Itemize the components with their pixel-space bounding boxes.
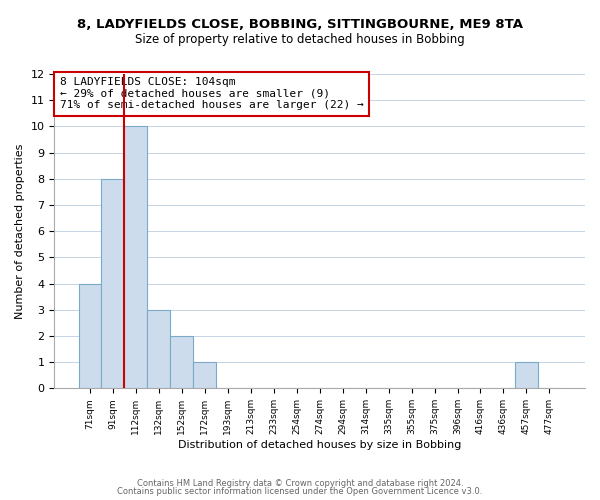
Y-axis label: Number of detached properties: Number of detached properties <box>15 144 25 319</box>
Bar <box>101 179 124 388</box>
Bar <box>193 362 217 388</box>
Bar <box>79 284 101 389</box>
Text: Contains public sector information licensed under the Open Government Licence v3: Contains public sector information licen… <box>118 487 482 496</box>
Text: Contains HM Land Registry data © Crown copyright and database right 2024.: Contains HM Land Registry data © Crown c… <box>137 478 463 488</box>
Text: 8, LADYFIELDS CLOSE, BOBBING, SITTINGBOURNE, ME9 8TA: 8, LADYFIELDS CLOSE, BOBBING, SITTINGBOU… <box>77 18 523 30</box>
Text: 8 LADYFIELDS CLOSE: 104sqm
← 29% of detached houses are smaller (9)
71% of semi-: 8 LADYFIELDS CLOSE: 104sqm ← 29% of deta… <box>60 77 364 110</box>
Bar <box>148 310 170 388</box>
Bar <box>170 336 193 388</box>
X-axis label: Distribution of detached houses by size in Bobbing: Distribution of detached houses by size … <box>178 440 461 450</box>
Bar <box>124 126 148 388</box>
Text: Size of property relative to detached houses in Bobbing: Size of property relative to detached ho… <box>135 32 465 46</box>
Bar <box>515 362 538 388</box>
